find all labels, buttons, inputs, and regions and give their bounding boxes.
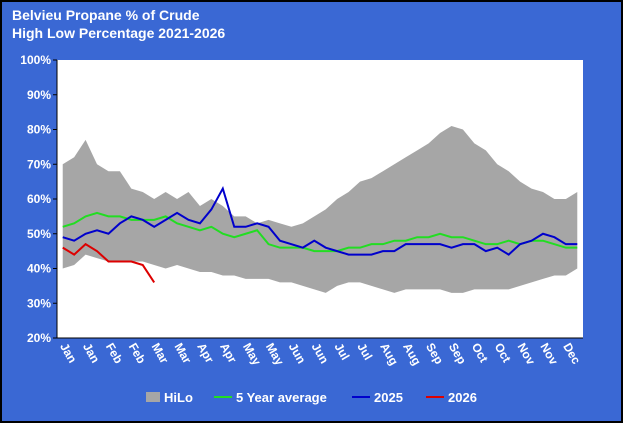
legend-label: HiLo xyxy=(164,390,193,405)
series-line xyxy=(62,242,156,283)
chart-subtitle: High Low Percentage 2021-2026 xyxy=(12,25,225,41)
series-line xyxy=(62,211,578,253)
legend-label: 5 Year average xyxy=(236,390,327,405)
y-tick-label: 60% xyxy=(27,192,51,206)
legend-label: 2025 xyxy=(374,390,403,405)
y-tick-label: 20% xyxy=(27,331,51,345)
legend-label: 2026 xyxy=(448,390,477,405)
y-tick-label: 70% xyxy=(27,157,51,171)
y-tick-label: 50% xyxy=(27,227,51,241)
y-tick-label: 40% xyxy=(27,262,51,276)
y-tick-label: 100% xyxy=(20,53,51,67)
chart-title: Belvieu Propane % of Crude xyxy=(12,7,200,23)
y-tick-label: 90% xyxy=(27,88,51,102)
series-line xyxy=(62,185,578,256)
y-tick-label: 80% xyxy=(27,123,51,137)
hilo-area xyxy=(62,126,578,293)
legend-swatch xyxy=(146,392,160,402)
y-tick-label: 30% xyxy=(27,296,51,310)
